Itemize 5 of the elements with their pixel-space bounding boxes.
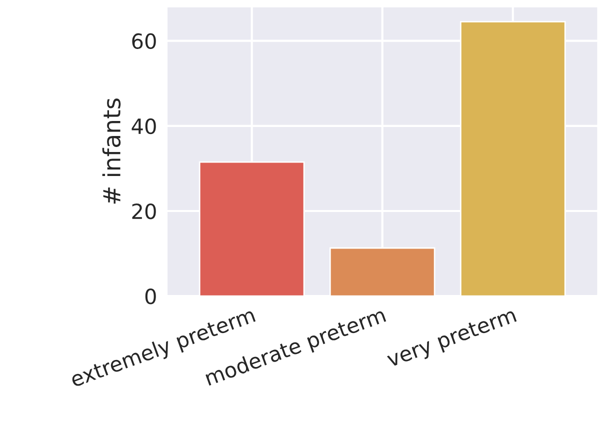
y-tick-label: 0: [145, 288, 156, 304]
y-axis-title: # infants: [102, 98, 121, 204]
y-tick-label: 20: [132, 203, 156, 220]
y-tick-label: 40: [132, 118, 156, 134]
y-tick-label: 60: [132, 33, 156, 50]
